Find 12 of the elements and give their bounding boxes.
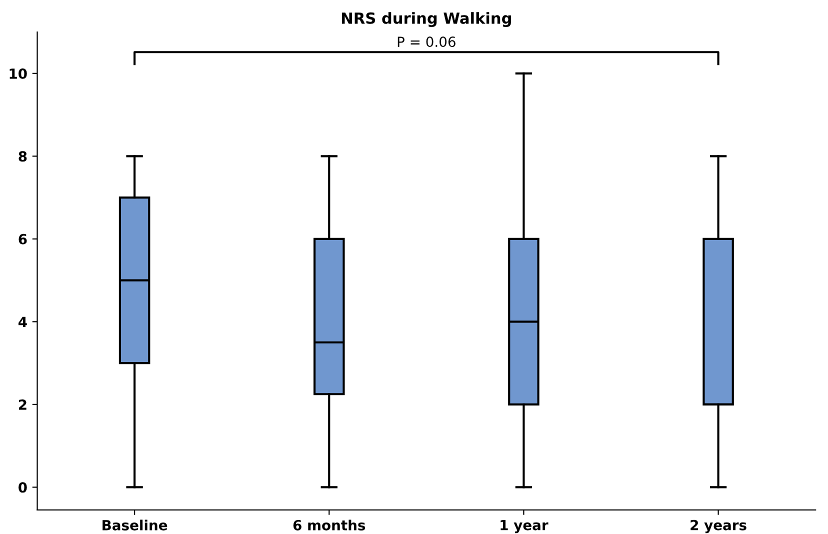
y-tick-label: 2 <box>18 399 26 410</box>
annotation: P = 0.06 <box>398 36 456 48</box>
y-tick-label: 0 <box>18 482 27 493</box>
x-tick-label: 1 year <box>500 520 548 534</box>
x-tick-label: 2 years <box>690 520 746 534</box>
y-tick-label: 10 <box>10 68 27 79</box>
chart-title: NRS during Walking <box>342 12 511 28</box>
y-tick-label: 4 <box>18 316 27 327</box>
y-tick-label: 8 <box>18 151 27 162</box>
x-tick-label: Baseline <box>102 520 168 530</box>
x-tick-label: 6 months <box>293 520 366 530</box>
y-tick-label: 6 <box>18 234 27 244</box>
